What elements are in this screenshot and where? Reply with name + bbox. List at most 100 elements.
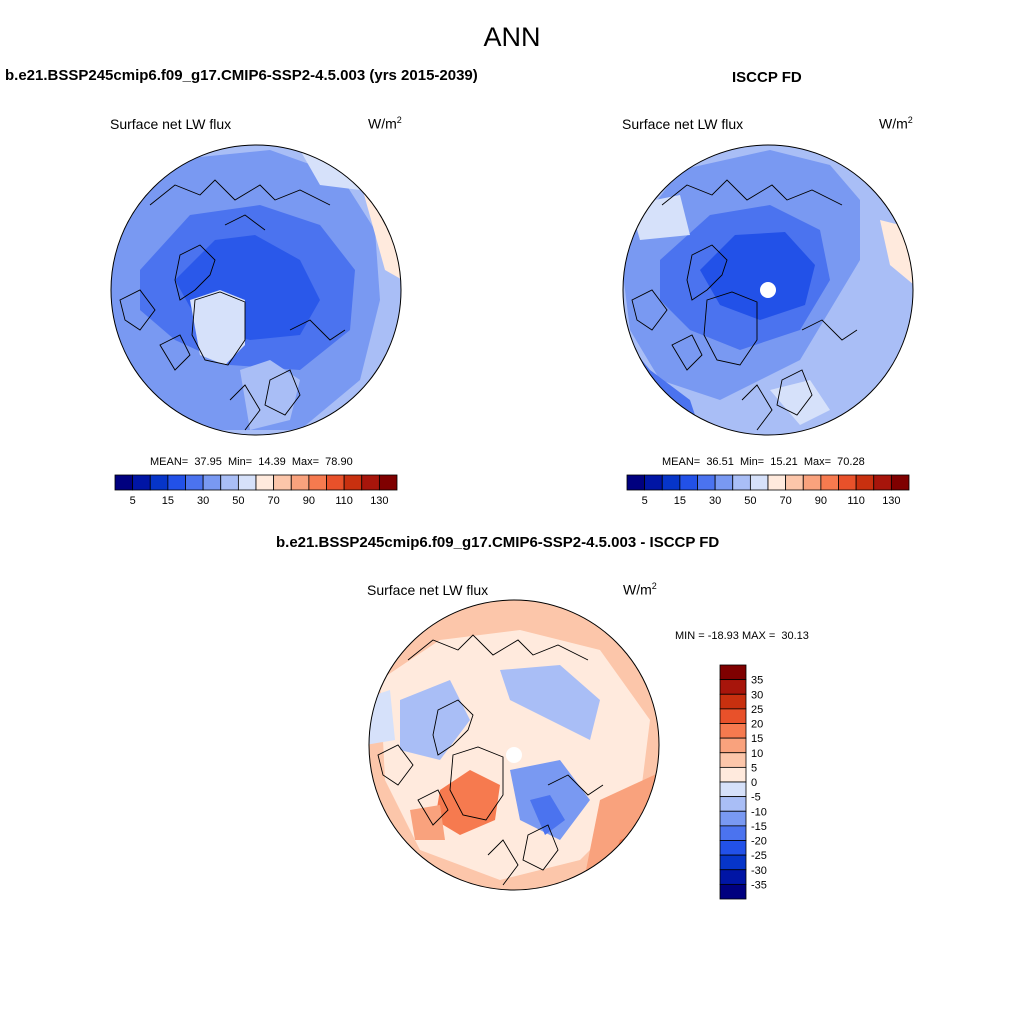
diff-colorbar-swatch [719,664,747,681]
obs-stats: MEAN= 36.51 Min= 15.21 Max= 70.28 [662,456,865,468]
obs-units-label: W/m2 [879,115,913,132]
model-variable-label: Surface net LW flux [110,116,232,132]
model-colorbar-tick-label: 70 [268,495,280,507]
model-colorbar-tick-label: 15 [162,495,174,507]
obs-colorbar: 5 15 30 50 70 90 110 130 [626,474,910,507]
model-colorbar-swatch [220,474,239,491]
diff-colorbar-tick-label: -5 [751,792,761,804]
model-map-border [110,144,402,436]
diff-colorbar-swatch [719,810,747,827]
obs-colorbar-tick-label: 130 [882,495,900,507]
diff-colorbar-tick-label: -35 [751,879,767,891]
obs-colorbar-swatch [697,474,716,491]
diff-colorbar-swatch [719,796,747,812]
diff-colorbar-swatch [719,869,747,885]
diff-panel-title: b.e21.BSSP245cmip6.f09_g17.CMIP6-SSP2-4.… [276,534,720,551]
model-colorbar-tick-label: 110 [335,495,353,507]
obs-colorbar-tick-label: 70 [780,495,792,507]
obs-colorbar-swatch [661,474,681,491]
model-polar-map [111,145,401,435]
diff-colorbar-swatch [719,737,747,754]
obs-colorbar-swatch [732,474,751,491]
obs-polar-map [623,145,913,435]
diff-colorbar-tick-label: 35 [751,675,763,687]
obs-colorbar-swatch [626,474,646,491]
model-colorbar-tick-label: 30 [197,495,209,507]
diff-colorbar-tick-label: 5 [751,762,757,774]
obs-colorbar-swatch [714,474,734,491]
diff-colorbar-swatch [719,766,747,783]
diff-colorbar-swatch [719,840,747,856]
obs-colorbar-swatch [838,474,857,491]
model-colorbar-swatch [185,474,204,491]
model-colorbar-swatch [343,474,363,491]
model-colorbar-tick-label: 5 [130,495,136,507]
model-colorbar-swatch [308,474,327,491]
model-colorbar-swatch [255,474,275,491]
diff-stats: MIN = -18.93 MAX = 30.13 [675,630,809,642]
diff-colorbar-swatch [719,752,747,768]
model-stats: MEAN= 37.95 Min= 14.39 Max= 78.90 [150,456,353,468]
model-colorbar-swatch [378,474,398,491]
diff-map-border [368,599,660,891]
diff-colorbar-tick-label: 15 [751,733,763,745]
obs-colorbar-swatch [644,474,663,491]
obs-colorbar-swatch [820,474,839,491]
diff-colorbar-tick-label: -20 [751,836,767,848]
diff-colorbar-swatch [719,679,747,695]
diff-colorbar-tick-label: -30 [751,865,767,877]
obs-colorbar-swatch [767,474,787,491]
main-title: ANN [483,22,541,52]
model-panel-title: b.e21.BSSP245cmip6.f09_g17.CMIP6-SSP2-4.… [5,67,478,84]
obs-colorbar-tick-label: 90 [815,495,827,507]
diff-colorbar-tick-label: -10 [751,806,767,818]
model-colorbar-swatch [273,474,292,491]
obs-colorbar-tick-label: 110 [847,495,865,507]
model-colorbar-swatch [167,474,186,491]
model-units-label: W/m2 [368,115,402,132]
model-colorbar-swatch [149,474,169,491]
obs-colorbar-swatch [802,474,822,491]
obs-variable-label: Surface net LW flux [622,116,744,132]
model-colorbar-swatch [202,474,222,491]
diff-polar-map [369,600,659,890]
obs-colorbar-swatch [785,474,804,491]
obs-colorbar-tick-label: 50 [744,495,756,507]
model-colorbar-swatch [132,474,151,491]
diff-colorbar-tick-label: 0 [751,777,757,789]
diff-colorbar-swatch [719,781,747,798]
model-colorbar-tick-label: 50 [232,495,244,507]
diff-units-label: W/m2 [623,581,657,598]
diff-colorbar-swatch [719,708,747,724]
obs-colorbar-swatch [749,474,769,491]
obs-colorbar-swatch [890,474,910,491]
diff-colorbar: 35 30 25 20 15 10 5 0 -5 -10 -15 -20 -25 -30 -35 [719,664,767,900]
model-colorbar-tick-label: 90 [303,495,315,507]
model-colorbar-tick-label: 130 [370,495,388,507]
diff-colorbar-swatch [719,693,747,710]
model-colorbar-swatch [361,474,380,491]
diff-colorbar-swatch [719,854,747,871]
diff-colorbar-tick-label: 25 [751,704,763,716]
model-colorbar-swatch [326,474,345,491]
obs-map-border [622,144,914,436]
obs-colorbar-swatch [679,474,698,491]
model-colorbar-swatch [237,474,257,491]
model-colorbar-swatch [114,474,134,491]
obs-colorbar-swatch [855,474,875,491]
diff-variable-label: Surface net LW flux [367,582,489,598]
diff-colorbar-swatch [719,825,747,841]
diff-colorbar-tick-label: -15 [751,821,767,833]
model-colorbar-swatch [290,474,310,491]
diff-colorbar-tick-label: 10 [751,748,763,760]
obs-colorbar-swatch [873,474,892,491]
diff-colorbar-tick-label: -25 [751,850,767,862]
obs-colorbar-tick-label: 30 [709,495,721,507]
model-colorbar: 5 15 30 50 70 90 110 130 [114,474,398,507]
obs-colorbar-tick-label: 15 [674,495,686,507]
diff-colorbar-tick-label: 30 [751,689,763,701]
obs-panel-title: ISCCP FD [732,69,802,86]
diff-colorbar-swatch [719,723,747,739]
diff-colorbar-swatch [719,883,747,900]
